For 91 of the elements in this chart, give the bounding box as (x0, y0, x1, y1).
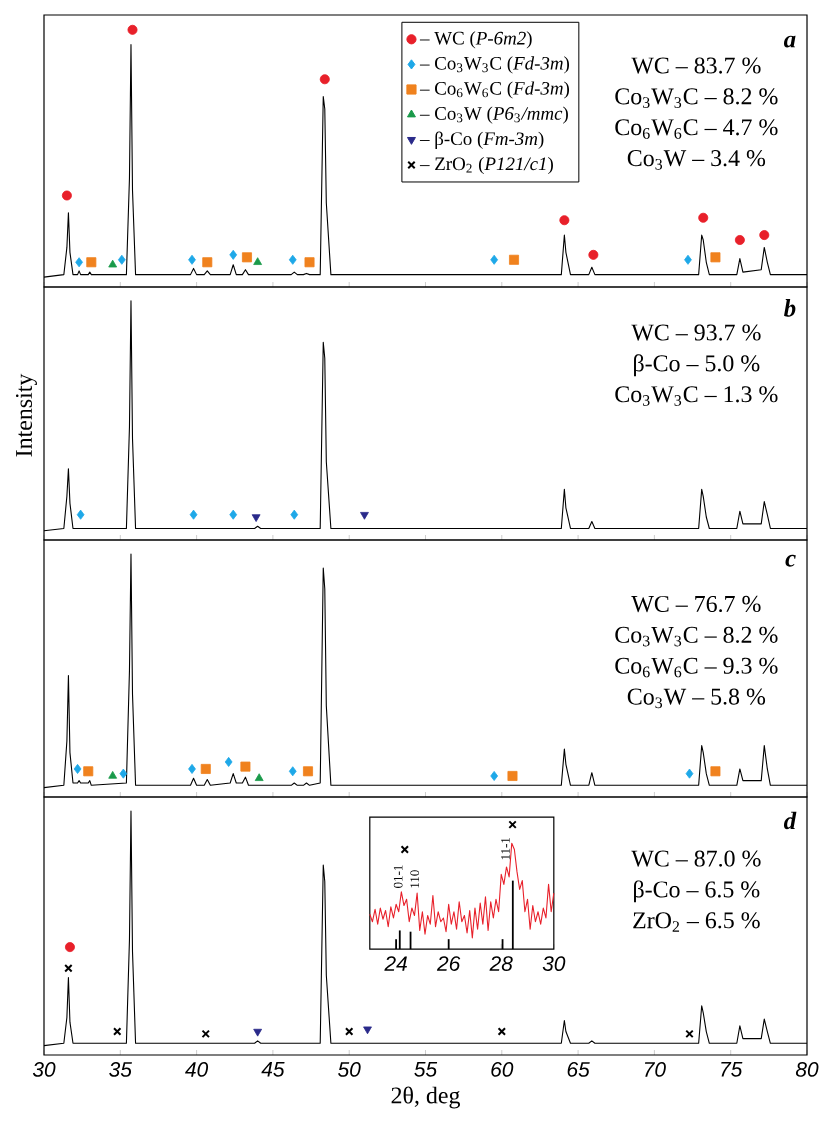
annotation: WC – 93.7 % (631, 324, 761, 341)
x-tick-label: 40 (185, 1062, 209, 1077)
point (698, 212, 709, 223)
annotation: 11-1 (501, 837, 510, 860)
x-axis-title: 2θ, deg (391, 1086, 460, 1109)
point (759, 230, 770, 241)
point (113, 1027, 122, 1036)
point (559, 215, 570, 226)
point (684, 254, 692, 265)
point (200, 763, 211, 774)
annotation: β-Co – 6.5 % (634, 880, 760, 903)
point (344, 1027, 354, 1036)
point (288, 766, 297, 777)
x-tick-label: 35 (109, 1062, 132, 1077)
y-axis-title: Intensity (15, 373, 37, 457)
x-tick-label: 70 (644, 1062, 666, 1077)
annotation: 01-1 (393, 865, 403, 888)
point (497, 1027, 507, 1036)
point (201, 1029, 210, 1039)
x-tick-label: 80 (795, 1062, 819, 1077)
point (253, 257, 263, 265)
point (509, 254, 519, 265)
point (304, 257, 315, 268)
point (86, 257, 97, 268)
x-tick-label: 28 (489, 956, 513, 971)
point (229, 249, 238, 260)
point (685, 1029, 694, 1039)
legend-label: – ZrO$_{2}$ (P121/c1) (419, 156, 553, 175)
x-tick-label: 75 (721, 1062, 743, 1077)
point (83, 766, 94, 777)
annotation: WC – 76.7 % (631, 595, 761, 613)
annotation: ZrO$_{2}$ – 6.5 % (633, 912, 760, 932)
point (685, 768, 694, 779)
x-tick-label: 55 (414, 1062, 438, 1077)
annotation: WC – 83.7 % (631, 57, 761, 74)
legend-label: – β-Co (Fm-3m) (419, 131, 544, 149)
point (117, 254, 126, 265)
point (75, 257, 83, 268)
x-tick-label: 30 (542, 956, 566, 971)
chart-title: b (784, 299, 796, 317)
point (303, 766, 313, 777)
point (188, 254, 196, 265)
legend-label: – WC (P-6m2) (419, 31, 532, 49)
chart-title: c (785, 554, 796, 567)
annotation: Co$_{6}$W$_{6}$C – 9.3 % (615, 657, 778, 678)
annotation: Co$_{3}$W$_{3}$C – 1.3 % (615, 386, 778, 406)
annotation: 110 (410, 870, 420, 888)
point (319, 74, 330, 85)
point (108, 770, 118, 779)
point (64, 942, 75, 953)
x-tick-label: 65 (567, 1062, 590, 1077)
point (507, 770, 518, 781)
annotation: WC – 87.0 % (631, 850, 761, 867)
point (490, 254, 499, 265)
point (127, 24, 138, 35)
point (254, 773, 264, 781)
x-tick-label: 26 (436, 956, 461, 971)
legend-label: – Co$_{3}$W$_{3}$C (Fd-3m) (419, 56, 570, 74)
annotation: β-Co – 5.0 % (634, 354, 760, 377)
point (224, 756, 233, 767)
x-tick-label: 60 (491, 1062, 514, 1077)
point (588, 249, 599, 260)
point (188, 763, 196, 774)
point (240, 761, 251, 772)
point (119, 768, 128, 779)
point (710, 766, 721, 777)
annotation: Co$_{3}$W$_{3}$C – 8.2 % (615, 88, 778, 108)
chart-title: a (783, 35, 796, 48)
point (108, 259, 118, 268)
annotation: Co$_{3}$W – 3.4 % (627, 150, 766, 170)
point (61, 190, 72, 201)
point (253, 1028, 263, 1037)
annotation: Co$_{3}$W$_{3}$C – 8.2 % (615, 626, 778, 647)
legend-label: – Co$_{3}$W (P6$_{3}$/mmc) (419, 106, 568, 124)
chart-title: d (783, 811, 797, 830)
legend-label: – Co$_{6}$W$_{6}$C (Fd-3m) (419, 81, 570, 99)
annotation: Co$_{3}$W – 5.8 % (627, 688, 766, 709)
point (288, 254, 297, 265)
x-tick-label: 24 (384, 956, 407, 971)
point (73, 763, 82, 774)
point (363, 1026, 372, 1035)
x-tick-label: 45 (261, 1062, 285, 1077)
point (490, 770, 499, 781)
point (734, 235, 745, 245)
point (64, 963, 73, 973)
annotation: Co$_{6}$W$_{6}$C – 4.7 % (615, 119, 778, 139)
point (710, 252, 721, 263)
x-tick-label: 30 (32, 1062, 56, 1077)
point (241, 252, 252, 263)
point (202, 257, 213, 268)
x-tick-label: 50 (338, 1062, 361, 1077)
